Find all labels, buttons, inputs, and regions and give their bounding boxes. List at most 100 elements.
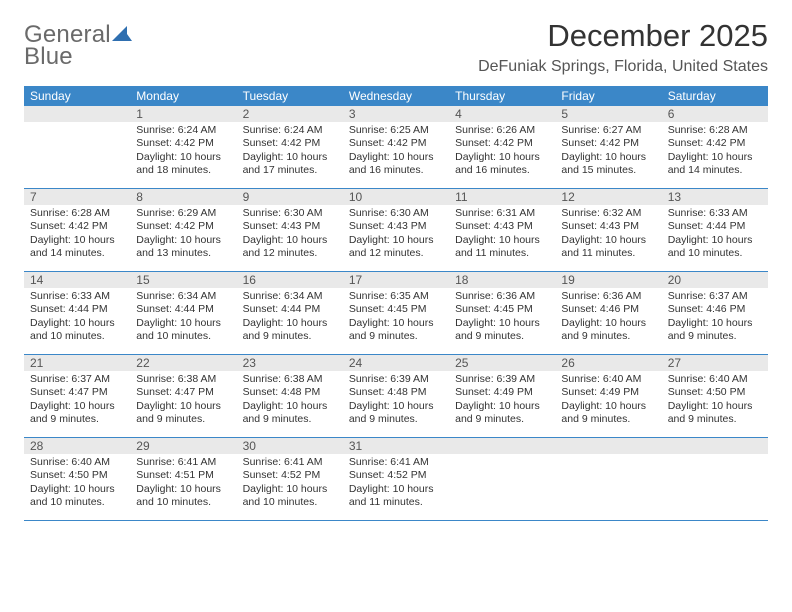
day-body: Sunrise: 6:32 AMSunset: 4:43 PMDaylight:… bbox=[555, 205, 661, 271]
sunrise-text: Sunrise: 6:39 AM bbox=[455, 373, 549, 386]
daylight-text: Daylight: 10 hours and 9 minutes. bbox=[668, 317, 762, 344]
sunrise-text: Sunrise: 6:41 AM bbox=[136, 456, 230, 469]
calendar-cell: 9Sunrise: 6:30 AMSunset: 4:43 PMDaylight… bbox=[237, 189, 343, 272]
calendar-cell: 12Sunrise: 6:32 AMSunset: 4:43 PMDayligh… bbox=[555, 189, 661, 272]
day-body: Sunrise: 6:33 AMSunset: 4:44 PMDaylight:… bbox=[24, 288, 130, 354]
sunset-text: Sunset: 4:47 PM bbox=[30, 386, 124, 399]
sunset-text: Sunset: 4:42 PM bbox=[455, 137, 549, 150]
day-number: 8 bbox=[130, 189, 236, 205]
location-text: DeFuniak Springs, Florida, United States bbox=[478, 58, 768, 76]
day-body: Sunrise: 6:39 AMSunset: 4:49 PMDaylight:… bbox=[449, 371, 555, 437]
calendar-cell: 19Sunrise: 6:36 AMSunset: 4:46 PMDayligh… bbox=[555, 272, 661, 355]
sunset-text: Sunset: 4:45 PM bbox=[455, 303, 549, 316]
sunset-text: Sunset: 4:51 PM bbox=[136, 469, 230, 482]
sunrise-text: Sunrise: 6:28 AM bbox=[30, 207, 124, 220]
sunset-text: Sunset: 4:52 PM bbox=[243, 469, 337, 482]
calendar-cell: 28Sunrise: 6:40 AMSunset: 4:50 PMDayligh… bbox=[24, 438, 130, 521]
calendar-cell: 2Sunrise: 6:24 AMSunset: 4:42 PMDaylight… bbox=[237, 106, 343, 189]
calendar-week: 7Sunrise: 6:28 AMSunset: 4:42 PMDaylight… bbox=[24, 189, 768, 272]
daylight-text: Daylight: 10 hours and 10 minutes. bbox=[136, 317, 230, 344]
day-number bbox=[24, 106, 130, 122]
sunrise-text: Sunrise: 6:28 AM bbox=[668, 124, 762, 137]
sunrise-text: Sunrise: 6:31 AM bbox=[455, 207, 549, 220]
sunset-text: Sunset: 4:43 PM bbox=[561, 220, 655, 233]
day-body: Sunrise: 6:24 AMSunset: 4:42 PMDaylight:… bbox=[237, 122, 343, 188]
calendar-cell: 11Sunrise: 6:31 AMSunset: 4:43 PMDayligh… bbox=[449, 189, 555, 272]
day-body: Sunrise: 6:37 AMSunset: 4:46 PMDaylight:… bbox=[662, 288, 768, 354]
daylight-text: Daylight: 10 hours and 10 minutes. bbox=[668, 234, 762, 261]
sunset-text: Sunset: 4:44 PM bbox=[668, 220, 762, 233]
sunrise-text: Sunrise: 6:36 AM bbox=[455, 290, 549, 303]
sunset-text: Sunset: 4:42 PM bbox=[561, 137, 655, 150]
calendar-cell: 25Sunrise: 6:39 AMSunset: 4:49 PMDayligh… bbox=[449, 355, 555, 438]
day-body: Sunrise: 6:40 AMSunset: 4:50 PMDaylight:… bbox=[24, 454, 130, 520]
sunset-text: Sunset: 4:42 PM bbox=[30, 220, 124, 233]
sunrise-text: Sunrise: 6:40 AM bbox=[561, 373, 655, 386]
calendar-cell: 23Sunrise: 6:38 AMSunset: 4:48 PMDayligh… bbox=[237, 355, 343, 438]
logo-text-block: General Blue bbox=[24, 24, 132, 71]
sunset-text: Sunset: 4:48 PM bbox=[349, 386, 443, 399]
sunrise-text: Sunrise: 6:32 AM bbox=[561, 207, 655, 220]
sunrise-text: Sunrise: 6:37 AM bbox=[668, 290, 762, 303]
day-number: 7 bbox=[24, 189, 130, 205]
daylight-text: Daylight: 10 hours and 9 minutes. bbox=[668, 400, 762, 427]
calendar-cell: 26Sunrise: 6:40 AMSunset: 4:49 PMDayligh… bbox=[555, 355, 661, 438]
daylight-text: Daylight: 10 hours and 14 minutes. bbox=[30, 234, 124, 261]
day-number bbox=[449, 438, 555, 454]
month-title: December 2025 bbox=[478, 18, 768, 54]
sunset-text: Sunset: 4:42 PM bbox=[136, 220, 230, 233]
day-body: Sunrise: 6:28 AMSunset: 4:42 PMDaylight:… bbox=[24, 205, 130, 271]
logo-sail-icon bbox=[112, 24, 132, 45]
day-number: 28 bbox=[24, 438, 130, 454]
sunset-text: Sunset: 4:50 PM bbox=[30, 469, 124, 482]
calendar-cell: 1Sunrise: 6:24 AMSunset: 4:42 PMDaylight… bbox=[130, 106, 236, 189]
sunrise-text: Sunrise: 6:41 AM bbox=[349, 456, 443, 469]
calendar-cell: 6Sunrise: 6:28 AMSunset: 4:42 PMDaylight… bbox=[662, 106, 768, 189]
calendar-week: 14Sunrise: 6:33 AMSunset: 4:44 PMDayligh… bbox=[24, 272, 768, 355]
sunrise-text: Sunrise: 6:35 AM bbox=[349, 290, 443, 303]
daylight-text: Daylight: 10 hours and 14 minutes. bbox=[668, 151, 762, 178]
calendar-cell: 15Sunrise: 6:34 AMSunset: 4:44 PMDayligh… bbox=[130, 272, 236, 355]
sunrise-text: Sunrise: 6:39 AM bbox=[349, 373, 443, 386]
sunrise-text: Sunrise: 6:41 AM bbox=[243, 456, 337, 469]
daylight-text: Daylight: 10 hours and 9 minutes. bbox=[243, 317, 337, 344]
day-body: Sunrise: 6:27 AMSunset: 4:42 PMDaylight:… bbox=[555, 122, 661, 188]
weekday-wed: Wednesday bbox=[343, 86, 449, 106]
sunrise-text: Sunrise: 6:29 AM bbox=[136, 207, 230, 220]
day-body: Sunrise: 6:41 AMSunset: 4:52 PMDaylight:… bbox=[343, 454, 449, 520]
day-number: 15 bbox=[130, 272, 236, 288]
day-number: 1 bbox=[130, 106, 236, 122]
sunset-text: Sunset: 4:46 PM bbox=[668, 303, 762, 316]
day-number: 24 bbox=[343, 355, 449, 371]
sunrise-text: Sunrise: 6:30 AM bbox=[243, 207, 337, 220]
daylight-text: Daylight: 10 hours and 10 minutes. bbox=[243, 483, 337, 510]
daylight-text: Daylight: 10 hours and 16 minutes. bbox=[455, 151, 549, 178]
day-number: 31 bbox=[343, 438, 449, 454]
daylight-text: Daylight: 10 hours and 9 minutes. bbox=[455, 400, 549, 427]
sunrise-text: Sunrise: 6:38 AM bbox=[243, 373, 337, 386]
sunrise-text: Sunrise: 6:38 AM bbox=[136, 373, 230, 386]
calendar-week: 21Sunrise: 6:37 AMSunset: 4:47 PMDayligh… bbox=[24, 355, 768, 438]
weekday-tue: Tuesday bbox=[237, 86, 343, 106]
day-number: 29 bbox=[130, 438, 236, 454]
daylight-text: Daylight: 10 hours and 15 minutes. bbox=[561, 151, 655, 178]
day-body: Sunrise: 6:26 AMSunset: 4:42 PMDaylight:… bbox=[449, 122, 555, 188]
day-body: Sunrise: 6:37 AMSunset: 4:47 PMDaylight:… bbox=[24, 371, 130, 437]
day-number: 4 bbox=[449, 106, 555, 122]
day-number: 26 bbox=[555, 355, 661, 371]
daylight-text: Daylight: 10 hours and 12 minutes. bbox=[349, 234, 443, 261]
daylight-text: Daylight: 10 hours and 17 minutes. bbox=[243, 151, 337, 178]
calendar-body: 1Sunrise: 6:24 AMSunset: 4:42 PMDaylight… bbox=[24, 106, 768, 521]
day-number: 18 bbox=[449, 272, 555, 288]
sunrise-text: Sunrise: 6:37 AM bbox=[30, 373, 124, 386]
calendar-cell: 30Sunrise: 6:41 AMSunset: 4:52 PMDayligh… bbox=[237, 438, 343, 521]
day-body bbox=[24, 122, 130, 188]
day-body: Sunrise: 6:34 AMSunset: 4:44 PMDaylight:… bbox=[237, 288, 343, 354]
day-body: Sunrise: 6:34 AMSunset: 4:44 PMDaylight:… bbox=[130, 288, 236, 354]
sunset-text: Sunset: 4:47 PM bbox=[136, 386, 230, 399]
calendar-cell: 17Sunrise: 6:35 AMSunset: 4:45 PMDayligh… bbox=[343, 272, 449, 355]
day-body: Sunrise: 6:38 AMSunset: 4:48 PMDaylight:… bbox=[237, 371, 343, 437]
day-body bbox=[555, 454, 661, 520]
calendar-page: General Blue December 2025 DeFuniak Spri… bbox=[0, 0, 792, 612]
day-body: Sunrise: 6:35 AMSunset: 4:45 PMDaylight:… bbox=[343, 288, 449, 354]
